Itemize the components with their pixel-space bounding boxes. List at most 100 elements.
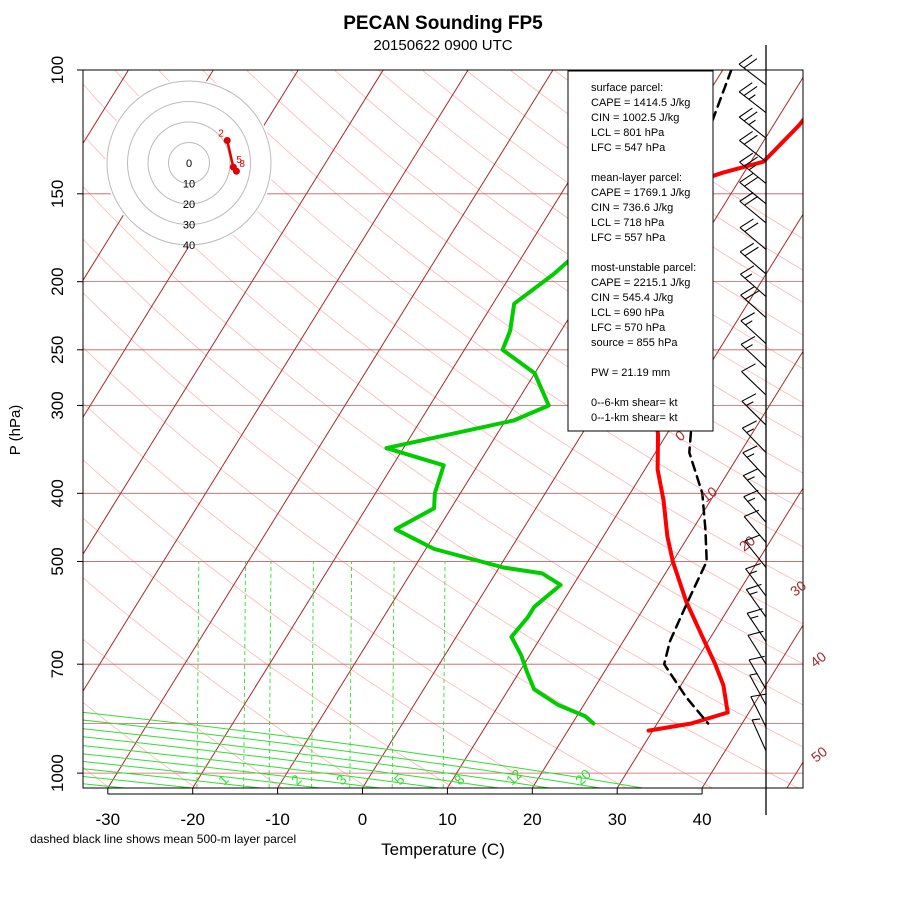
wind-barb-flag (739, 131, 752, 140)
wind-barb-flag (747, 454, 754, 457)
wind-barb-flag (744, 86, 757, 95)
wind-barb-shaft (742, 401, 766, 425)
indices-line: CIN = 1002.5 J/kg (591, 112, 679, 124)
wind-barb-flag (742, 394, 756, 401)
hodograph-ring-label: 10 (183, 179, 195, 191)
wind-barb-flag (739, 55, 752, 64)
isotherm-label: 50 (808, 743, 830, 765)
wind-barb-flag (744, 177, 757, 186)
wind-barb-flag (740, 219, 753, 228)
hodograph-ring-label: 0 (186, 158, 192, 170)
indices-line: CIN = 736.6 J/kg (591, 202, 673, 214)
wind-barb-flag (749, 95, 756, 100)
wind-barb-shaft (752, 720, 766, 751)
indices-line: 0--6-km shear= kt (591, 397, 678, 409)
wind-barb-flag (745, 274, 752, 278)
wind-barb-flag (744, 510, 759, 516)
isotherm-label: 40 (807, 648, 829, 670)
isotherm-line (787, 70, 900, 788)
moist-adiabat-line (0, 350, 261, 788)
y-tick-label: 500 (48, 547, 67, 575)
wind-barb-flag (745, 321, 752, 325)
wind-barb-flag (740, 266, 754, 274)
wind-barb-flag (744, 59, 757, 68)
hodograph-point-label: 8 (239, 159, 245, 170)
indices-line: CAPE = 1414.5 J/kg (591, 97, 690, 109)
y-tick-label: 700 (48, 650, 67, 678)
x-tick-label: 40 (693, 810, 712, 829)
wind-barb-shaft (739, 64, 766, 85)
indices-line: 0--1-km shear= kt (591, 412, 678, 424)
wind-barb-flag (745, 291, 759, 299)
x-tick-label: 20 (523, 810, 542, 829)
y-tick-label: 400 (48, 479, 67, 507)
wind-barb-flag (752, 719, 760, 720)
y-tick-label: 1000 (48, 754, 67, 792)
indices-line: most-unstable parcel: (591, 262, 696, 274)
wind-barb-shaft (741, 344, 766, 367)
indices-line: surface parcel: (591, 82, 663, 94)
y-axis-label: P (hPa) (7, 405, 24, 456)
indices-line: LFC = 547 hPa (591, 142, 666, 154)
mixing-ratio-label: 3 (333, 771, 350, 788)
isotherm-label: 30 (787, 577, 809, 599)
x-tick-label: -20 (180, 810, 205, 829)
hodograph-point (224, 137, 231, 144)
y-tick-label: 250 (48, 336, 67, 364)
wind-barb-flag (748, 498, 755, 501)
wind-barb-flag (749, 120, 756, 125)
wind-barb-shaft (741, 295, 766, 318)
wind-barb-flag (740, 243, 754, 252)
wind-barb-flag (741, 287, 755, 295)
wind-barb-shaft (744, 497, 766, 523)
wind-barb-flag (739, 83, 752, 92)
mixing-ratio-label: 20 (572, 766, 594, 788)
mixing-ratio-line (350, 561, 352, 788)
wind-barb-flag (747, 609, 762, 614)
footnote: dashed black line shows mean 500-m layer… (30, 832, 296, 846)
wind-barb-flag (744, 112, 757, 121)
indices-line: LCL = 718 hPa (591, 217, 665, 229)
mixing-ratio-line (197, 561, 199, 788)
wind-barb-flag (741, 336, 755, 344)
indices-line: LFC = 557 hPa (591, 232, 666, 244)
wind-barb-flag (743, 446, 757, 453)
isotherm-label: 10 (698, 483, 720, 505)
mixing-ratio-line (244, 561, 246, 788)
mixing-ratio-label: 8 (451, 771, 468, 788)
hodograph-ring-label: 20 (183, 199, 195, 211)
y-tick-label: 100 (48, 56, 67, 84)
x-tick-label: -10 (265, 810, 290, 829)
hodograph-point-label: 2 (218, 128, 224, 139)
indices-line: PW = 21.19 mm (591, 367, 670, 379)
moist-adiabat-line (0, 350, 549, 788)
y-tick-label: 200 (48, 267, 67, 295)
wind-barb-flag (746, 345, 753, 349)
x-tick-label: 10 (438, 810, 457, 829)
indices-line: mean-layer parcel: (591, 172, 682, 184)
indices-line: CIN = 545.4 J/kg (591, 292, 673, 304)
dry-adiabat-line (203, 70, 900, 788)
wind-barb-flag (742, 421, 756, 428)
x-tick-label: 0 (358, 810, 367, 829)
wind-barb-shaft (743, 476, 766, 501)
wind-barb-flag (739, 108, 752, 117)
wind-barb-flag (745, 247, 759, 256)
indices-line: LCL = 690 hPa (591, 307, 665, 319)
wind-barb-shaft (739, 117, 766, 138)
wind-barb-flag (744, 135, 757, 144)
wind-barb-flag (740, 173, 753, 182)
hodograph-ring-label: 40 (183, 240, 195, 252)
mixing-ratio-line (269, 561, 271, 788)
indices-line: CAPE = 2215.1 J/kg (591, 277, 690, 289)
chart-subtitle: 20150622 0900 UTC (373, 37, 512, 54)
mixing-ratio-line (392, 561, 394, 788)
wind-barb-shaft (741, 372, 766, 396)
wind-barb-shaft (741, 321, 766, 344)
mixing-ratio-label: 5 (391, 771, 408, 788)
indices-box: surface parcel: CAPE = 1414.5 J/kg CIN = 1… (568, 71, 713, 431)
wind-barb-shaft (740, 252, 766, 274)
